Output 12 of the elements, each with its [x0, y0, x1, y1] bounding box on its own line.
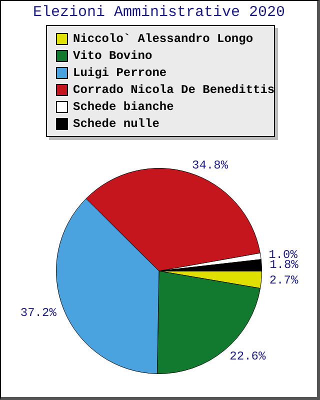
- data-label: 37.2%: [20, 306, 58, 320]
- legend-label: Corrado Nicola De Benedittis: [73, 82, 275, 96]
- data-label: 2.7%: [269, 274, 299, 288]
- chart-title: Elezioni Amministrative 2020: [32, 4, 286, 21]
- legend-label: Niccolo` Alessandro Longo: [73, 32, 254, 46]
- legend-label: Schede nulle: [73, 116, 160, 130]
- data-label: 22.6%: [230, 349, 266, 364]
- data-label: 34.8%: [192, 158, 229, 172]
- data-label: 1.8%: [270, 258, 300, 272]
- legend-label: Luigi Perrone: [73, 66, 167, 80]
- legend-label: Schede bianche: [73, 100, 174, 114]
- legend-label: Vito Bovino: [73, 48, 152, 62]
